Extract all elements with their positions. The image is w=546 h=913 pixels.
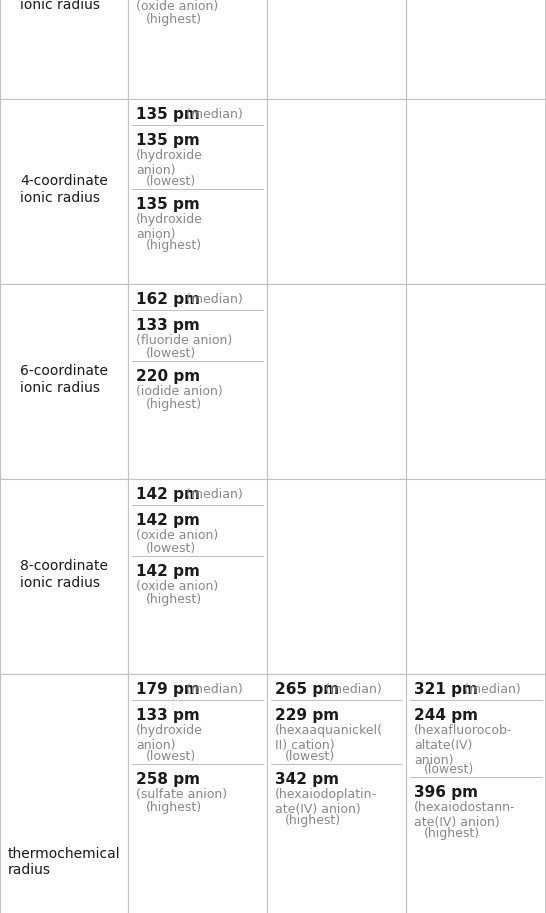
Bar: [128, 0, 267, 99]
Text: 135 pm: 135 pm: [136, 133, 200, 148]
Text: 135 pm: 135 pm: [136, 197, 200, 212]
Text: (sulfate anion): (sulfate anion): [136, 788, 227, 801]
Text: 142 pm: 142 pm: [136, 564, 200, 579]
Text: (highest): (highest): [146, 398, 202, 411]
Bar: [0, 479, 128, 674]
Text: (median): (median): [456, 683, 521, 696]
Bar: [267, 284, 406, 479]
Text: 4-coordinate
ionic radius: 4-coordinate ionic radius: [20, 174, 108, 205]
Bar: [267, 0, 406, 99]
Text: 8-coordinate
ionic radius: 8-coordinate ionic radius: [20, 560, 108, 590]
Text: (oxide anion): (oxide anion): [136, 529, 218, 542]
Text: (highest): (highest): [146, 239, 202, 252]
Text: 162 pm: 162 pm: [136, 292, 200, 307]
Text: (iodide anion): (iodide anion): [136, 385, 223, 398]
Text: (median): (median): [178, 293, 243, 306]
Text: 142 pm: 142 pm: [136, 513, 200, 528]
Text: (oxide anion): (oxide anion): [136, 580, 218, 593]
Bar: [0, 99, 128, 284]
Bar: [406, 0, 546, 99]
Text: (highest): (highest): [146, 801, 202, 814]
Text: (lowest): (lowest): [146, 175, 196, 188]
Text: 244 pm: 244 pm: [414, 708, 478, 723]
Text: 321 pm: 321 pm: [414, 682, 478, 697]
Text: (oxide anion): (oxide anion): [136, 0, 218, 13]
Text: 229 pm: 229 pm: [275, 708, 339, 723]
Text: (hydroxide
anion): (hydroxide anion): [136, 724, 203, 752]
Bar: [267, 99, 406, 284]
Bar: [406, 674, 546, 913]
Text: (lowest): (lowest): [285, 750, 335, 763]
Bar: [267, 674, 406, 913]
Bar: [128, 479, 267, 674]
Text: 258 pm: 258 pm: [136, 772, 200, 787]
Bar: [128, 674, 267, 913]
Text: (median): (median): [317, 683, 382, 696]
Bar: [128, 99, 267, 284]
Bar: [267, 479, 406, 674]
Text: (hydroxide
anion): (hydroxide anion): [136, 213, 203, 241]
Text: (median): (median): [178, 108, 243, 121]
Text: 342 pm: 342 pm: [275, 772, 339, 787]
Text: thermochemical
radius: thermochemical radius: [8, 847, 120, 877]
Text: 220 pm: 220 pm: [136, 369, 200, 384]
Text: (hydroxide
anion): (hydroxide anion): [136, 149, 203, 177]
Text: (lowest): (lowest): [146, 347, 196, 360]
Text: (hexafluorocob-
altate(IV)
anion): (hexafluorocob- altate(IV) anion): [414, 724, 512, 767]
Text: (lowest): (lowest): [146, 542, 196, 555]
Bar: [0, 0, 128, 99]
Text: (median): (median): [178, 683, 243, 696]
Text: 2-coordinate
ionic radius: 2-coordinate ionic radius: [20, 0, 108, 12]
Text: 135 pm: 135 pm: [136, 107, 200, 122]
Bar: [0, 674, 128, 913]
Bar: [406, 479, 546, 674]
Text: (lowest): (lowest): [424, 763, 474, 776]
Text: (lowest): (lowest): [146, 750, 196, 763]
Bar: [406, 284, 546, 479]
Bar: [128, 284, 267, 479]
Text: (hexaiodostann-
ate(IV) anion): (hexaiodostann- ate(IV) anion): [414, 801, 515, 829]
Text: 133 pm: 133 pm: [136, 318, 200, 333]
Text: (fluoride anion): (fluoride anion): [136, 334, 232, 347]
Text: 179 pm: 179 pm: [136, 682, 200, 697]
Text: 396 pm: 396 pm: [414, 785, 478, 800]
Text: (highest): (highest): [424, 827, 480, 840]
Text: (highest): (highest): [146, 13, 202, 26]
Text: (hexaiodoplatin-
ate(IV) anion): (hexaiodoplatin- ate(IV) anion): [275, 788, 377, 816]
Text: 265 pm: 265 pm: [275, 682, 339, 697]
Text: 133 pm: 133 pm: [136, 708, 200, 723]
Text: 142 pm: 142 pm: [136, 487, 200, 502]
Text: (hexaaquanickel(
II) cation): (hexaaquanickel( II) cation): [275, 724, 383, 752]
Text: (highest): (highest): [285, 814, 341, 827]
Text: (highest): (highest): [146, 593, 202, 606]
Bar: [406, 99, 546, 284]
Text: 6-coordinate
ionic radius: 6-coordinate ionic radius: [20, 364, 108, 394]
Bar: [0, 284, 128, 479]
Text: (median): (median): [178, 488, 243, 501]
